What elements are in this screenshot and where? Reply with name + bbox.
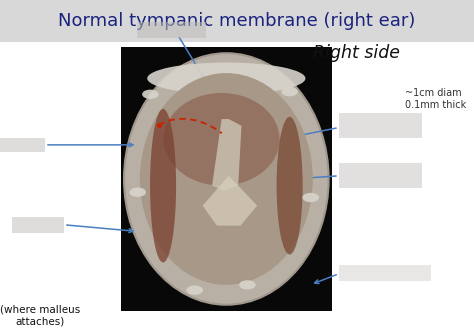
- Text: Right side: Right side: [313, 44, 400, 62]
- Ellipse shape: [164, 93, 280, 185]
- Ellipse shape: [302, 193, 319, 202]
- Ellipse shape: [124, 53, 328, 305]
- Polygon shape: [203, 176, 257, 226]
- Ellipse shape: [129, 187, 146, 197]
- FancyBboxPatch shape: [0, 0, 474, 42]
- Ellipse shape: [147, 63, 305, 94]
- Ellipse shape: [281, 87, 298, 96]
- FancyBboxPatch shape: [339, 113, 422, 138]
- FancyBboxPatch shape: [0, 138, 45, 152]
- Ellipse shape: [239, 280, 255, 290]
- FancyBboxPatch shape: [0, 42, 474, 333]
- FancyBboxPatch shape: [137, 22, 206, 38]
- Polygon shape: [212, 119, 242, 190]
- Ellipse shape: [142, 90, 159, 99]
- FancyBboxPatch shape: [339, 265, 431, 281]
- Text: Normal tympanic membrane (right ear): Normal tympanic membrane (right ear): [58, 12, 416, 30]
- Ellipse shape: [150, 109, 176, 262]
- Text: ~1cm diam
0.1mm thick: ~1cm diam 0.1mm thick: [405, 88, 466, 110]
- FancyBboxPatch shape: [12, 217, 64, 233]
- Ellipse shape: [140, 73, 313, 285]
- Ellipse shape: [276, 117, 302, 254]
- FancyBboxPatch shape: [121, 47, 332, 311]
- Ellipse shape: [186, 285, 203, 295]
- FancyBboxPatch shape: [339, 163, 422, 188]
- Text: (where malleus
attaches): (where malleus attaches): [0, 305, 81, 326]
